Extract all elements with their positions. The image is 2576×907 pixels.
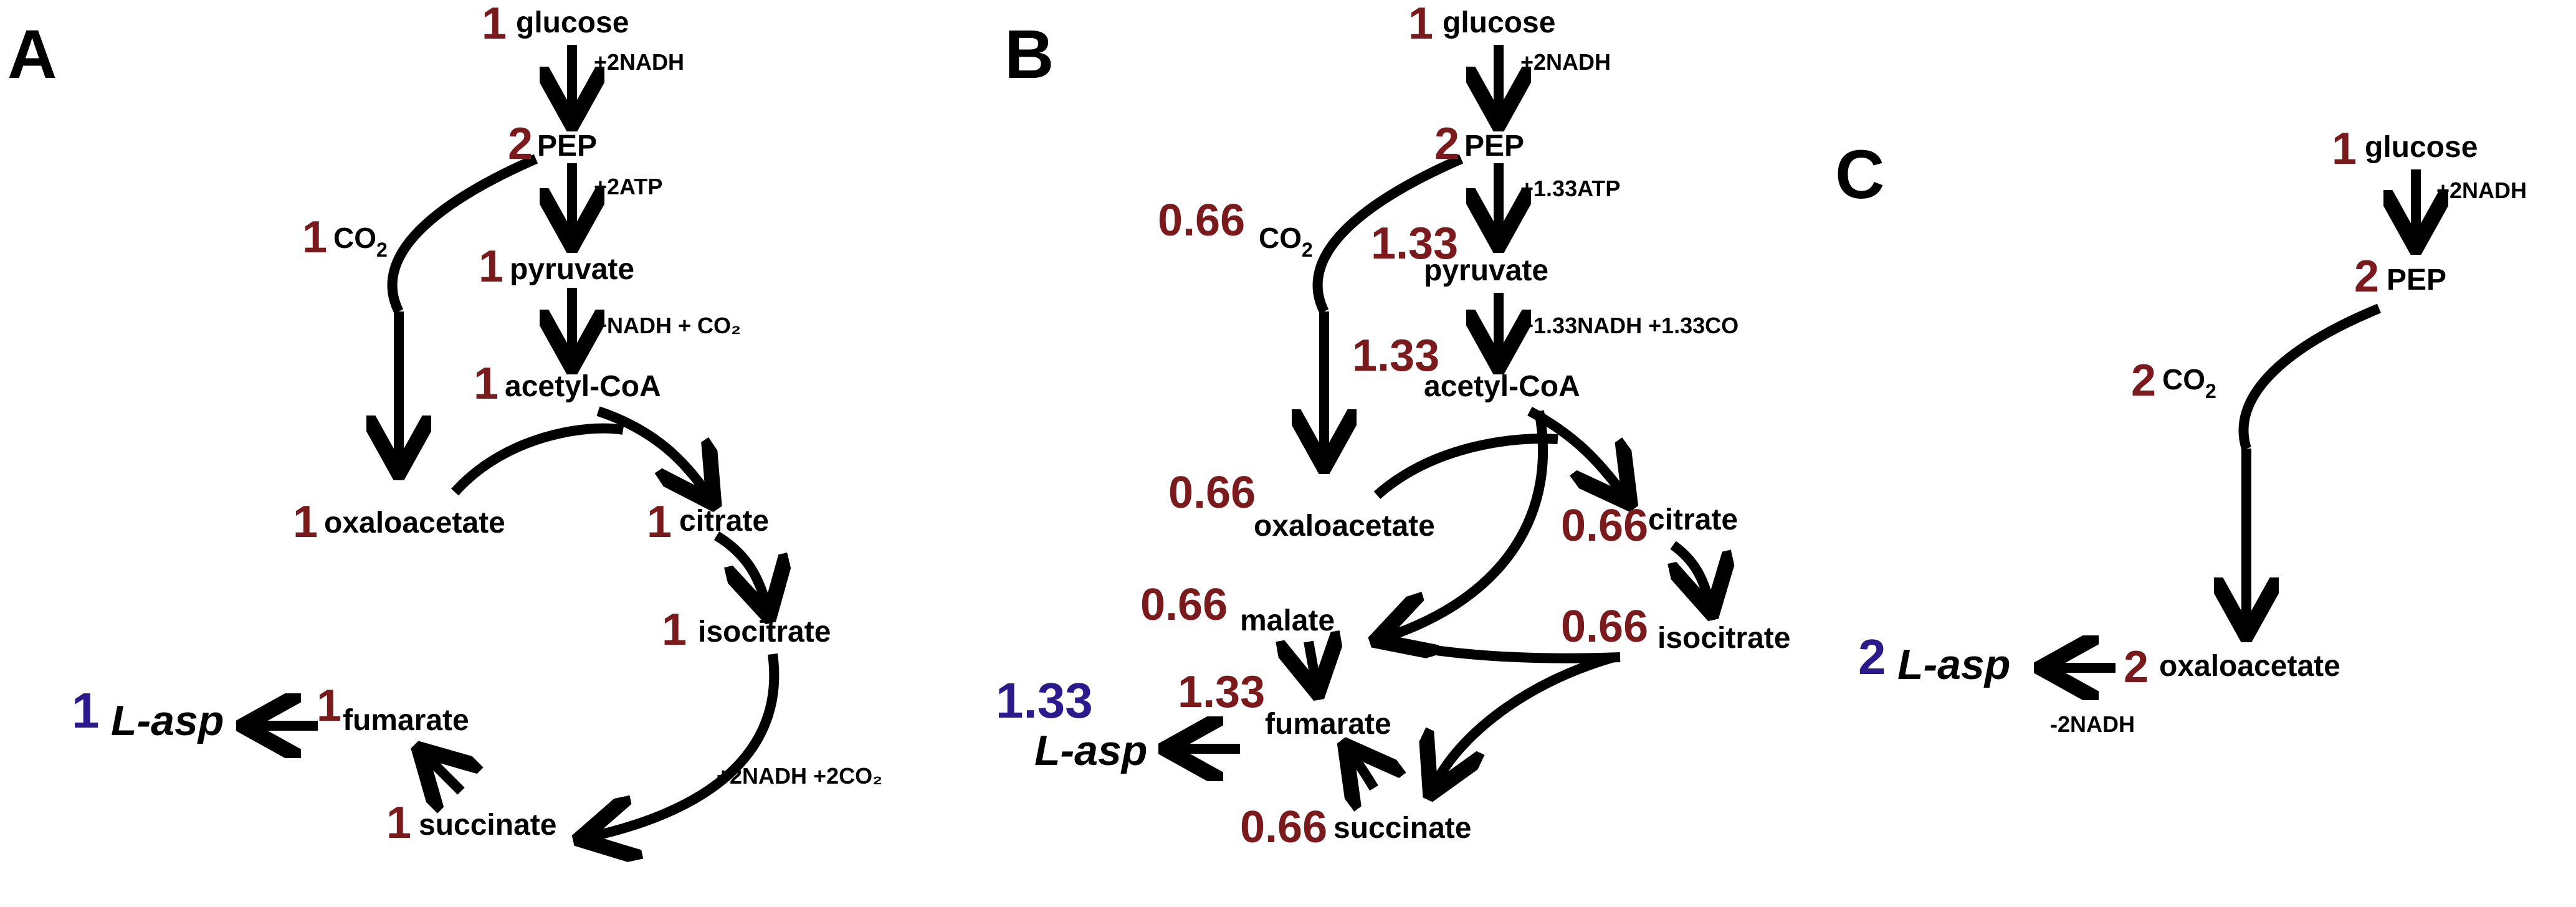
malate-label-b: malate [1240, 604, 1335, 637]
panel-c: C 1 glucose +2NADH 2 PEP 2 CO2 2 oxaloac… [1835, 124, 2527, 737]
isocitrate-label-a: isocitrate [698, 615, 831, 648]
nadh-note-b: +2NADH [1520, 49, 1611, 75]
co2-coef-c: 2 [2131, 356, 2156, 406]
pep-label-a: PEP [537, 130, 597, 163]
isocitrate-coef-a: 1 [662, 605, 687, 655]
citrate-label-b: citrate [1648, 503, 1738, 536]
isocitrate-label-b: isocitrate [1658, 622, 1790, 655]
pep-label-c: PEP [2387, 264, 2446, 297]
co2-label-b: CO2 [1259, 222, 1313, 261]
acetyl-coef-b: 1.33 [1352, 331, 1439, 381]
atp-note-a: +2ATP [594, 174, 662, 199]
succinate-coef-a: 1 [386, 798, 411, 848]
glucose-label-b: glucose [1443, 6, 1555, 39]
arrow-pep-branch [387, 154, 538, 314]
citrate-coef-b: 0.66 [1561, 501, 1648, 551]
glucose-coef-a: 1 [482, 0, 507, 49]
pep-label-b: PEP [1464, 130, 1524, 163]
arrow-pep-branch-b [1312, 154, 1464, 314]
glucose-label-c: glucose [2365, 131, 2478, 164]
lasp-label-b: L-asp [1034, 727, 1147, 774]
nadh-co2-note-b: +1.33NADH +1.33CO [1520, 313, 1739, 338]
pyruvate-coef-b: 1.33 [1371, 219, 1458, 268]
pyruvate-coef-a: 1 [479, 242, 503, 292]
oxaloacetate-coef-a: 1 [293, 497, 318, 547]
nadh-2co2-note-a: +2NADH +2CO₂ [717, 763, 882, 789]
arrow-isocitrate-to-malate-b [1383, 637, 1621, 663]
panel-a-arrows [249, 45, 774, 838]
nadh-minus-note-c: -2NADH [2050, 711, 2135, 737]
co2-coef-b: 0.66 [1158, 196, 1245, 245]
glucose-coef-b: 1 [1408, 0, 1433, 49]
arrow-acetyl-to-citrate [596, 406, 710, 498]
panel-c-arrows [2047, 169, 2416, 668]
lasp-coef-b: 1.33 [996, 673, 1093, 728]
pep-coef-b: 2 [1434, 119, 1459, 169]
oxaloacetate-label-c: oxaloacetate [2159, 650, 2340, 683]
glucose-label-a: glucose [516, 6, 629, 39]
panel-label-a: A [7, 16, 57, 93]
nadh-note-a: +2NADH [594, 49, 684, 75]
panel-a: A 1 glucose +2NADH 2 PEP +2ATP 1 CO2 1 p… [7, 0, 882, 848]
co2-label-c: CO2 [2162, 363, 2216, 402]
arrow-isocitrate-to-succinate [586, 653, 780, 838]
arrow-acetyl-to-malate-b [1382, 410, 1548, 639]
nadh-co2-note-a: +NADH + CO₂ [594, 313, 741, 338]
pyruvate-label-b: pyruvate [1424, 254, 1548, 287]
arrow-succinate-to-fumarate [424, 754, 461, 791]
pep-coef-a: 2 [508, 119, 533, 169]
fumarate-coef-a: 1 [317, 681, 341, 731]
oxaloacetate-label-a: oxaloacetate [324, 506, 505, 539]
citrate-label-a: citrate [679, 505, 769, 538]
panel-label-c: C [1835, 136, 1884, 213]
oxaloacetate-label-b: oxaloacetate [1254, 510, 1435, 543]
co2-label-a: CO2 [333, 222, 388, 261]
panel-label-b: B [1004, 16, 1054, 93]
acetyl-label-a: acetyl-CoA [505, 370, 661, 403]
citrate-coef-a: 1 [647, 497, 672, 547]
nadh-note-c: +2NADH [2436, 178, 2527, 203]
atp-note-b: +1.33ATP [1520, 176, 1620, 201]
succinate-label-a: succinate [419, 809, 556, 842]
acetyl-coef-a: 1 [474, 359, 499, 409]
isocitrate-coef-b: 0.66 [1561, 602, 1648, 652]
glucose-coef-c: 1 [2332, 124, 2357, 174]
lasp-coef-a: 1 [72, 683, 100, 738]
arrow-oxaloacetate-to-citrate-b [1373, 434, 1558, 499]
panel-b-arrows [1171, 45, 1710, 788]
lasp-label-a: L-asp [111, 697, 224, 744]
fumarate-label-b: fumarate [1265, 708, 1391, 741]
oxaloacetate-coef-b: 0.66 [1168, 468, 1256, 518]
lasp-coef-c: 2 [1858, 629, 1886, 685]
lasp-label-c: L-asp [1897, 641, 2010, 688]
arrow-malate-to-fumarate-b [1309, 642, 1317, 687]
pyruvate-label-a: pyruvate [510, 253, 634, 286]
pep-coef-c: 2 [2354, 252, 2379, 302]
succinate-coef-b: 0.66 [1240, 802, 1327, 852]
arrow-acetyl-to-citrate-b [1527, 406, 1626, 498]
arrow-isocitrate-to-succinate-b [1433, 652, 1616, 788]
succinate-label-b: succinate [1333, 812, 1471, 845]
oxaloacetate-coef-c: 2 [2124, 642, 2149, 692]
arrow-citrate-to-isocitrate [713, 531, 768, 610]
fumarate-label-a: fumarate [343, 704, 469, 737]
co2-coef-a: 1 [302, 212, 327, 262]
arrow-citrate-to-isocitrate-b [1673, 541, 1710, 607]
arrow-pep-branch-c [2238, 303, 2382, 450]
fumarate-coef-b: 1.33 [1178, 667, 1265, 717]
panel-b: B 1 glucose +2NADH 2 PEP +1.33ATP 0.66 C… [996, 0, 1790, 852]
arrow-succinate-to-fumarate-b [1349, 751, 1374, 788]
arrow-oxaloacetate-to-citrate [451, 423, 624, 496]
acetyl-label-b: acetyl-CoA [1424, 370, 1580, 403]
malate-coef-b: 0.66 [1140, 580, 1228, 630]
